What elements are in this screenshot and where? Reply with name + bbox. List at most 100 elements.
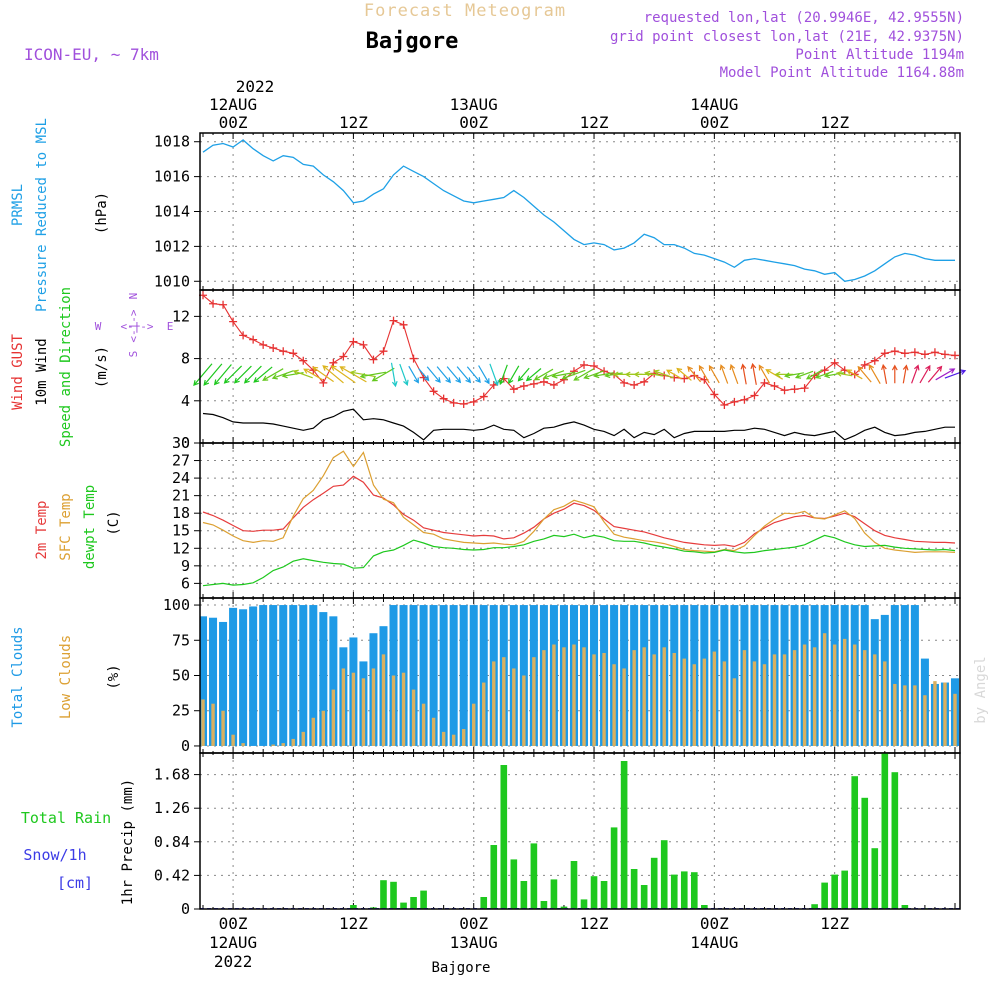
- rain-bar-28: [480, 897, 488, 909]
- gust-point-71: [910, 348, 919, 357]
- total-cloud-bar-12: [319, 612, 328, 746]
- low-cloud-bar-52: [722, 661, 727, 746]
- wind-arrow-70: [902, 364, 909, 384]
- rain-bar-33: [530, 843, 538, 909]
- low-cloud-bar-58: [782, 654, 787, 746]
- gust-point-43: [630, 380, 639, 389]
- gust-point-72: [920, 350, 929, 359]
- gust-point-55: [750, 391, 759, 400]
- low-cloud-bar-26: [461, 729, 466, 746]
- bottom-label-hour-5: 12Z: [820, 914, 849, 933]
- total-cloud-bar-8: [279, 605, 288, 746]
- clouds-labels: Total Clouds Low Clouds (%): [10, 626, 122, 727]
- wind-arrow-11: [303, 368, 323, 381]
- grid-point-coords: grid point closest lon,lat (21E, 42.9375…: [610, 29, 964, 45]
- ytick-label-3-1: 25: [172, 702, 190, 720]
- low-cloud-bar-29: [492, 661, 496, 746]
- dewpt-line: [202, 533, 956, 587]
- compass-arrows-v: <-|->: [127, 309, 140, 342]
- snow-label: Snow/1h: [23, 846, 86, 864]
- ytick-label-3-2: 50: [172, 667, 190, 685]
- wind-arrow-60: [794, 370, 814, 379]
- rain-bar-49: [690, 872, 698, 909]
- low-cloud-bar-70: [903, 685, 907, 746]
- total-cloud-bar-23: [429, 605, 438, 746]
- gust-point-60: [800, 384, 809, 393]
- temperature-labels: 2m Temp SFC Temp dewpt Temp (C): [34, 485, 122, 569]
- top-label-hour-3: 12Z: [580, 113, 609, 132]
- rain-bar-41: [610, 827, 618, 909]
- rain-bar-47: [670, 874, 678, 909]
- rain-bar-62: [821, 882, 828, 909]
- rain-bar-63: [831, 874, 838, 909]
- wind-arrow-8: [271, 370, 294, 380]
- gust-point-51: [710, 390, 719, 399]
- low-cloud-bar-27: [472, 703, 476, 746]
- rain-bar-45: [650, 857, 658, 909]
- low-cloud-bar-0: [201, 699, 205, 746]
- gust-point-52: [720, 401, 729, 410]
- low-cloud-bar-55: [752, 661, 757, 746]
- gust-point-35: [549, 380, 558, 389]
- wind-arrow-47: [666, 369, 682, 380]
- low-cloud-bar-20: [401, 672, 406, 746]
- wind-arrow-13: [322, 365, 344, 384]
- bottom-label-hour-2: 00Z: [459, 914, 488, 933]
- ytick-label-2-4: 18: [172, 504, 190, 522]
- clouds-label-1: Total Clouds: [10, 626, 26, 727]
- total-cloud-bar-10: [299, 605, 308, 746]
- low-cloud-bar-44: [642, 647, 646, 746]
- total-cloud-bar-4: [239, 609, 248, 746]
- low-cloud-bar-51: [712, 651, 717, 746]
- top-label-day-2: 13AUG: [450, 95, 498, 114]
- wind-label-1: Wind GUST: [10, 334, 26, 410]
- wind-arrow-67: [868, 364, 881, 385]
- total-cloud-bar-53: [730, 605, 739, 746]
- ytick-label-2-7: 27: [172, 452, 190, 470]
- low-cloud-bar-13: [331, 689, 336, 746]
- rain-bar-18: [380, 880, 387, 909]
- gust-point-69: [890, 347, 899, 356]
- gust-point-24: [439, 394, 448, 403]
- temp-label-3: dewpt Temp: [82, 485, 98, 569]
- total-cloud-bar-21: [409, 605, 418, 746]
- rain-bar-30: [500, 765, 508, 909]
- ytick-label-2-8: 30: [172, 434, 190, 452]
- wind-arrow-40: [593, 372, 614, 379]
- low-cloud-bar-48: [682, 658, 686, 746]
- low-cloud-bar-72: [923, 695, 927, 746]
- total-cloud-bar-6: [259, 605, 268, 746]
- wind-arrow-56: [758, 364, 771, 384]
- wind-arrow-57: [765, 369, 784, 380]
- low-cloud-bar-17: [371, 668, 376, 746]
- bottom-label-hour-1: 12Z: [339, 914, 368, 933]
- temp-unit: (C): [106, 510, 122, 535]
- ytick-label-3-0: 0: [181, 737, 190, 755]
- wind-arrow-18: [371, 367, 395, 382]
- gust-point-75: [950, 351, 959, 360]
- compass-n: N: [127, 293, 140, 300]
- wind-arrow-7: [262, 368, 284, 381]
- low-cloud-bar-63: [832, 644, 837, 746]
- gust-point-2: [219, 300, 228, 309]
- rain-bar-48: [680, 871, 688, 909]
- gust-point-38: [580, 360, 589, 369]
- low-cloud-bar-3: [231, 734, 235, 746]
- low-cloud-bar-14: [341, 668, 346, 746]
- total-cloud-bar-1: [209, 617, 218, 746]
- wind-arrow-22: [418, 368, 430, 382]
- gust-point-31: [509, 385, 518, 394]
- gust-point-74: [940, 350, 949, 359]
- gust-point-73: [930, 348, 939, 357]
- low-cloud-bar-23: [431, 717, 436, 746]
- wind-arrow-64: [835, 370, 853, 377]
- rain-bar-46: [660, 840, 668, 909]
- precip-labels: Total Rain Snow/1h [cm] 1hr Precip (mm): [21, 779, 136, 905]
- gust-point-13: [329, 358, 338, 367]
- total-cloud-bar-2: [219, 621, 228, 746]
- wind-arrow-6: [253, 366, 273, 383]
- wind-arrow-58: [774, 371, 794, 378]
- rain-bar-64: [841, 870, 849, 909]
- gust-point-48: [680, 374, 689, 383]
- top-label-hour-2: 00Z: [459, 113, 488, 132]
